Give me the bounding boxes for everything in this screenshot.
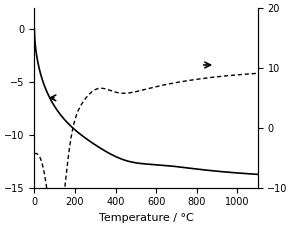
X-axis label: Temperature / °C: Temperature / °C <box>99 213 193 223</box>
